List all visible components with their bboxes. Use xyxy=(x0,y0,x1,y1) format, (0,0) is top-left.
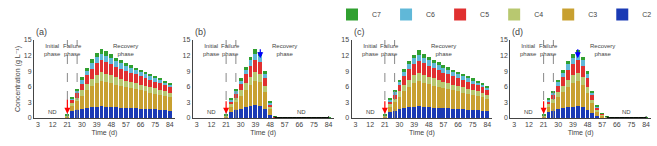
svg-text:84: 84 xyxy=(483,121,491,128)
svg-text:ND: ND xyxy=(207,109,216,115)
svg-text:39: 39 xyxy=(410,121,418,128)
svg-text:12: 12 xyxy=(183,52,191,59)
svg-text:48: 48 xyxy=(584,121,592,128)
svg-text:C5: C5 xyxy=(480,11,489,18)
svg-text:12: 12 xyxy=(341,52,349,59)
svg-text:Recoveryphase: Recoveryphase xyxy=(590,43,615,57)
svg-text:6: 6 xyxy=(28,83,32,90)
svg-text:ND: ND xyxy=(48,109,57,115)
svg-text:9: 9 xyxy=(28,68,32,75)
svg-text:(a): (a) xyxy=(36,27,47,37)
svg-text:Failurephase: Failurephase xyxy=(221,43,240,57)
svg-text:66: 66 xyxy=(137,121,145,128)
svg-text:Initialphase: Initialphase xyxy=(362,43,379,57)
svg-text:57: 57 xyxy=(440,121,448,128)
svg-text:66: 66 xyxy=(613,121,621,128)
svg-text:0: 0 xyxy=(345,114,349,121)
svg-text:(c): (c) xyxy=(354,27,365,37)
svg-text:12: 12 xyxy=(49,121,57,128)
svg-text:3: 3 xyxy=(28,99,32,106)
svg-text:21: 21 xyxy=(381,121,389,128)
svg-text:30: 30 xyxy=(396,121,404,128)
svg-text:C6: C6 xyxy=(426,11,435,18)
svg-text:48: 48 xyxy=(266,121,274,128)
svg-text:(d): (d) xyxy=(512,27,523,37)
svg-text:(b): (b) xyxy=(195,27,206,37)
svg-text:Time (d): Time (d) xyxy=(91,129,117,137)
svg-text:3: 3 xyxy=(195,121,199,128)
svg-text:3: 3 xyxy=(504,99,508,106)
svg-text:Initialphase: Initialphase xyxy=(44,43,61,57)
svg-text:21: 21 xyxy=(63,121,71,128)
svg-text:39: 39 xyxy=(93,121,101,128)
svg-text:21: 21 xyxy=(540,121,548,128)
svg-text:ND: ND xyxy=(524,109,533,115)
svg-text:0: 0 xyxy=(28,114,32,121)
svg-text:12: 12 xyxy=(208,121,216,128)
svg-text:15: 15 xyxy=(183,36,191,43)
svg-text:6: 6 xyxy=(186,83,190,90)
svg-text:Initialphase: Initialphase xyxy=(520,43,537,57)
svg-text:15: 15 xyxy=(341,36,349,43)
svg-text:ND: ND xyxy=(297,109,306,115)
svg-text:Concentration (g L⁻¹): Concentration (g L⁻¹) xyxy=(14,46,22,112)
svg-text:75: 75 xyxy=(628,121,636,128)
svg-text:ND: ND xyxy=(622,109,631,115)
svg-text:75: 75 xyxy=(469,121,477,128)
svg-text:3: 3 xyxy=(354,121,358,128)
svg-text:39: 39 xyxy=(569,121,577,128)
svg-text:ND: ND xyxy=(366,109,375,115)
svg-text:Recoveryphase: Recoveryphase xyxy=(272,43,297,57)
svg-text:57: 57 xyxy=(281,121,289,128)
svg-text:12: 12 xyxy=(366,121,374,128)
svg-text:Recoveryphase: Recoveryphase xyxy=(113,43,138,57)
svg-text:C2: C2 xyxy=(642,11,651,18)
svg-text:84: 84 xyxy=(166,121,174,128)
svg-text:15: 15 xyxy=(24,36,32,43)
svg-text:57: 57 xyxy=(122,121,130,128)
svg-text:C3: C3 xyxy=(588,11,597,18)
svg-text:75: 75 xyxy=(310,121,318,128)
svg-text:3: 3 xyxy=(186,99,190,106)
svg-text:39: 39 xyxy=(252,121,260,128)
svg-text:9: 9 xyxy=(504,68,508,75)
svg-text:Failurephase: Failurephase xyxy=(63,43,82,57)
svg-text:15: 15 xyxy=(500,36,508,43)
svg-text:9: 9 xyxy=(345,68,349,75)
svg-text:57: 57 xyxy=(598,121,606,128)
svg-text:6: 6 xyxy=(345,83,349,90)
svg-text:C4: C4 xyxy=(534,11,543,18)
svg-text:75: 75 xyxy=(151,121,159,128)
svg-text:3: 3 xyxy=(512,121,516,128)
svg-text:Failurephase: Failurephase xyxy=(539,43,558,57)
svg-text:30: 30 xyxy=(78,121,86,128)
svg-text:Initialphase: Initialphase xyxy=(203,43,220,57)
svg-text:84: 84 xyxy=(642,121,650,128)
svg-text:Recoveryphase: Recoveryphase xyxy=(431,43,456,57)
svg-text:30: 30 xyxy=(554,121,562,128)
svg-text:9: 9 xyxy=(186,68,190,75)
svg-text:Time (d): Time (d) xyxy=(250,129,276,137)
svg-text:12: 12 xyxy=(24,52,32,59)
svg-text:48: 48 xyxy=(425,121,433,128)
svg-text:3: 3 xyxy=(36,121,40,128)
svg-text:12: 12 xyxy=(500,52,508,59)
svg-text:66: 66 xyxy=(454,121,462,128)
svg-text:Time (d): Time (d) xyxy=(409,129,435,137)
svg-text:0: 0 xyxy=(186,114,190,121)
svg-text:21: 21 xyxy=(222,121,230,128)
svg-text:66: 66 xyxy=(295,121,303,128)
svg-text:30: 30 xyxy=(237,121,245,128)
svg-text:84: 84 xyxy=(325,121,333,128)
svg-text:Time (d): Time (d) xyxy=(568,129,594,137)
svg-text:12: 12 xyxy=(525,121,533,128)
svg-text:Failurephase: Failurephase xyxy=(380,43,399,57)
svg-text:C7: C7 xyxy=(372,11,381,18)
svg-text:48: 48 xyxy=(107,121,115,128)
svg-text:3: 3 xyxy=(345,99,349,106)
svg-text:6: 6 xyxy=(504,83,508,90)
svg-text:0: 0 xyxy=(504,114,508,121)
